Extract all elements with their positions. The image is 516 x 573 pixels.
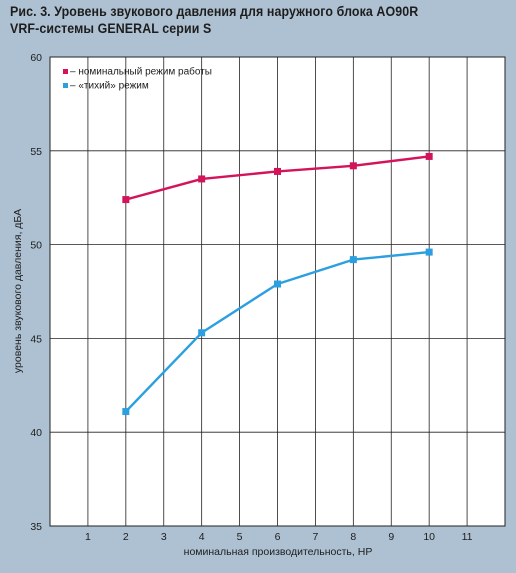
series-2-point: [122, 408, 130, 416]
x-tick-label: 2: [123, 531, 129, 543]
y-tick-label: 35: [30, 521, 42, 533]
plot-frame: [49, 56, 506, 527]
series-2-point: [349, 256, 357, 264]
y-tick-label: 50: [30, 240, 42, 252]
x-tick-label: 6: [275, 531, 281, 543]
x-tick-label: 3: [161, 531, 167, 543]
series-group: [122, 152, 433, 416]
legend: – номинальный режим работы – «тихий» режи…: [63, 66, 212, 92]
grid-lines: [49, 56, 506, 527]
chart-title-line-2: VRF-системы GENERAL серии S: [10, 21, 212, 36]
x-axis-label: номинальная производительность, HP: [184, 546, 373, 558]
x-tick-label: 9: [388, 531, 394, 543]
legend-label-2: – «тихий» режим: [70, 81, 149, 92]
x-tick-label: 8: [350, 531, 356, 543]
chart-title: Рис. 3. Уровень звукового давления для н…: [10, 3, 470, 37]
y-tick-label: 60: [30, 52, 42, 64]
x-tick-label: 10: [423, 531, 435, 543]
x-tick-labels: 1 2 3 4 5 6 7 8 9 10 11: [85, 531, 473, 543]
series-1-point: [122, 196, 130, 204]
series-2-point: [198, 329, 206, 337]
series-1-point: [274, 167, 281, 175]
legend-marker-1: [63, 69, 68, 74]
x-tick-label: 4: [199, 531, 205, 543]
x-tick-label: 7: [312, 531, 318, 543]
y-tick-label: 55: [30, 146, 42, 158]
x-tick-label: 1: [85, 531, 91, 543]
series-1-point: [425, 152, 433, 160]
series-1-point: [198, 175, 206, 183]
series-2-point: [425, 248, 433, 256]
y-tick-labels: 35 40 45 50 55 60: [30, 52, 42, 533]
x-tick-label: 11: [462, 531, 473, 543]
legend-label-1: – номинальный режим работы: [70, 66, 212, 78]
x-tick-label: 5: [237, 531, 243, 543]
chart-title-line-1: Рис. 3. Уровень звукового давления для н…: [10, 4, 419, 19]
y-tick-label: 40: [30, 427, 42, 439]
legend-marker-2: [63, 83, 68, 88]
y-tick-label: 45: [30, 333, 42, 345]
y-axis-label: уровень звукового давления, дБА: [12, 209, 24, 373]
series-1-point: [349, 162, 357, 170]
series-2-point: [274, 280, 281, 288]
